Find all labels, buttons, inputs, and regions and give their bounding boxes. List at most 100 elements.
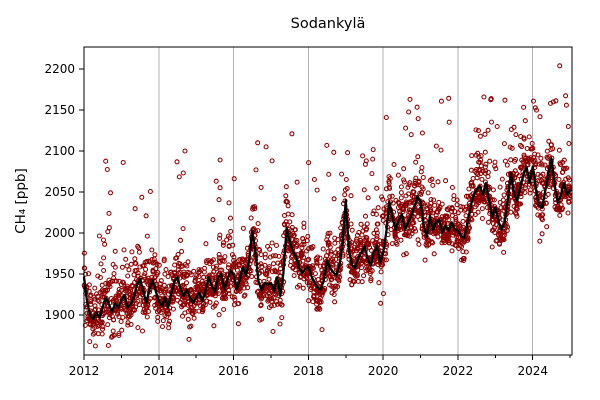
data-point [469,217,475,223]
data-point [125,314,131,320]
data-point [405,184,411,190]
data-point [137,264,143,270]
data-point [339,171,345,177]
data-point [285,211,291,217]
data-point [369,268,375,274]
x-tick-label: 2024 [517,364,548,378]
data-point [155,270,161,276]
data-point [344,185,350,192]
data-point [179,313,186,319]
data-point [399,206,406,213]
data-point [348,221,354,227]
data-point [345,150,351,156]
x-tick-label: 2012 [69,364,100,378]
data-point [449,206,455,212]
data-point [301,224,307,230]
data-point [354,271,360,277]
data-point [230,242,236,248]
data-point [501,249,507,255]
data-point [381,257,387,263]
data-point [223,295,229,302]
data-point [556,147,562,153]
data-point [145,308,151,315]
data-point [383,186,389,192]
data-point [452,242,458,248]
data-point [217,232,223,238]
data-point [419,130,425,136]
data-point [398,184,404,190]
data-point [300,235,306,242]
data-point [327,230,333,236]
data-point [422,257,428,263]
data-point [106,225,112,231]
data-point [311,294,317,300]
data-point [427,203,433,209]
data-point [147,188,153,195]
data-point [475,172,481,178]
data-point [262,255,268,261]
data-point [330,259,336,265]
data-point [123,288,129,294]
data-point [335,284,341,290]
data-point [446,95,452,101]
data-point [324,142,330,148]
data-point [489,244,495,250]
data-point [171,295,177,301]
data-point [306,160,312,166]
data-point [188,272,194,278]
data-point [544,154,550,160]
data-point [242,292,248,298]
data-point [207,299,213,305]
data-point [319,327,325,333]
data-point [116,332,122,339]
data-point [281,221,287,227]
data-point [92,343,98,349]
data-point [453,217,459,223]
data-point [539,231,545,237]
data-point [366,240,372,247]
data-point [406,182,412,188]
data-point [258,302,264,308]
data-point [401,252,407,258]
data-point [328,249,334,255]
data-point [105,284,111,290]
data-point [143,266,149,272]
data-point [553,98,559,104]
data-point [368,247,374,253]
data-point [309,245,315,251]
data-point [179,248,185,255]
plot-border [83,46,573,356]
data-point [460,249,466,255]
data-point [521,104,527,110]
data-point [248,268,254,274]
data-point [466,186,472,192]
data-point [170,299,176,305]
data-point [174,159,180,165]
data-point [393,240,399,246]
data-point [409,231,415,237]
data-point [369,171,375,177]
data-point [374,230,380,236]
data-point [348,193,354,199]
data-point [455,210,461,216]
data-point [401,179,407,185]
x-tick-label: 2018 [293,364,324,378]
data-point [564,165,570,171]
x-tick-label: 2014 [144,364,175,378]
data-point [125,273,131,279]
data-point [153,305,159,311]
data-point [101,267,107,274]
data-point [488,119,495,125]
data-point [112,264,118,270]
data-point [526,134,532,140]
data-point [558,202,564,208]
data-point [477,167,483,173]
data-point [363,234,369,240]
data-point [229,294,235,300]
data-point [106,210,112,216]
data-point [463,213,469,219]
data-point [446,217,452,223]
data-point [211,323,217,329]
data-point [378,269,384,275]
data-point [544,224,550,230]
